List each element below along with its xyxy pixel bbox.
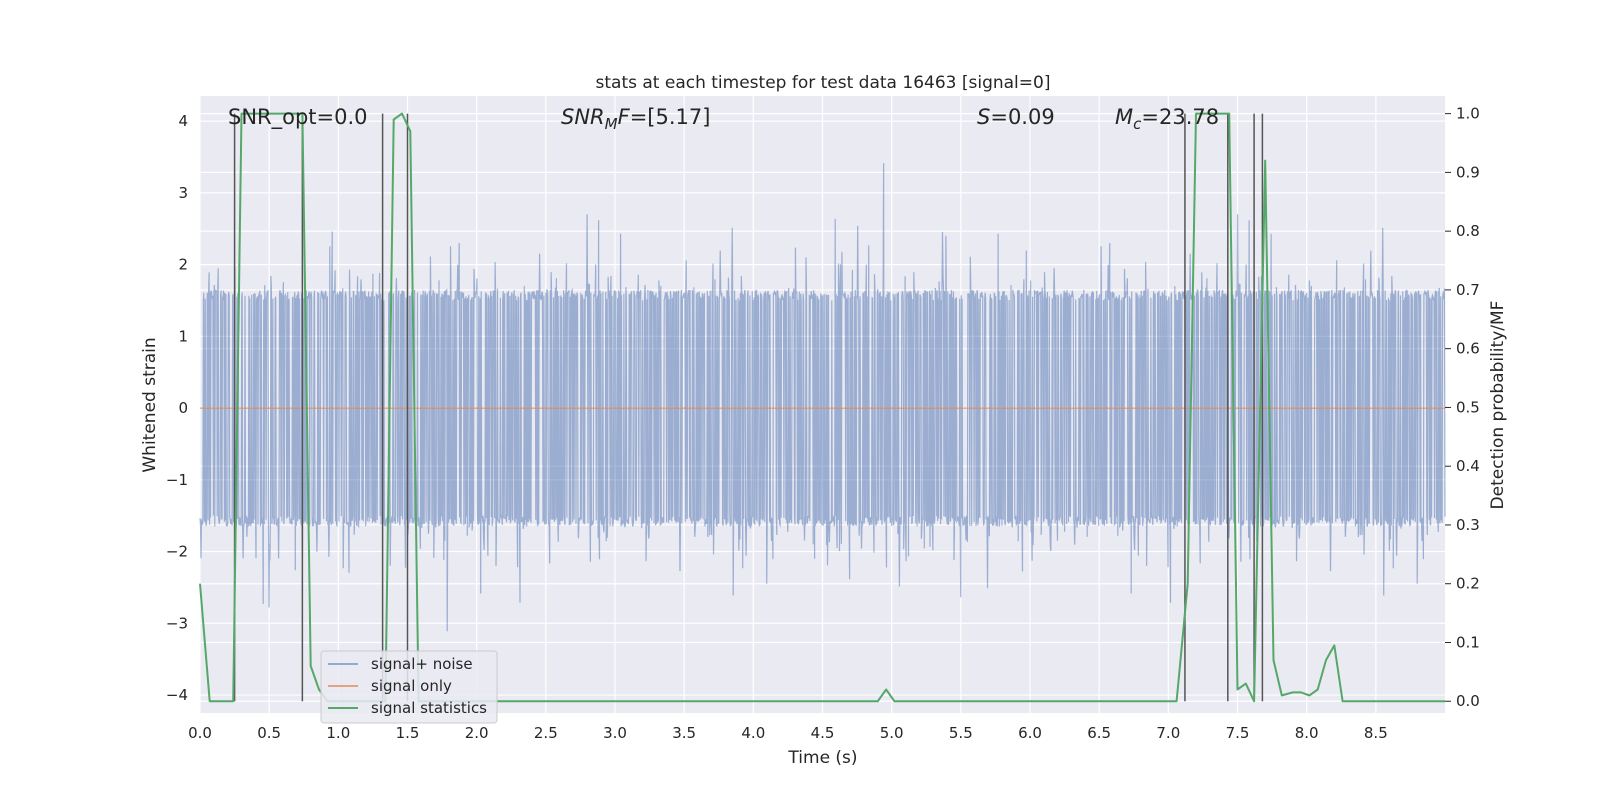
x-tick-label: 3.5 — [672, 724, 696, 742]
snr-mf-suffix: F — [618, 105, 631, 129]
y-left-tick-label: 1 — [178, 327, 188, 345]
x-tick-label: 2.5 — [534, 724, 558, 742]
x-tick-label: 5.5 — [949, 724, 973, 742]
x-tick-label: 0.5 — [257, 724, 281, 742]
x-tick-label: 1.5 — [396, 724, 420, 742]
x-tick-label: 7.5 — [1226, 724, 1250, 742]
y-right-axis-ticks: 0.0 0.1 0.2 0.3 0.4 0.5 0.6 0.7 0.8 0.9 1.0 — [1445, 105, 1480, 710]
y-right-tick-label: 0.9 — [1456, 163, 1480, 181]
snr-mf-subscript: M — [605, 115, 618, 133]
y-left-tick-label: −2 — [166, 543, 188, 561]
y-right-tick-label: 0.8 — [1456, 222, 1480, 240]
y-right-tick-label: 0.5 — [1456, 398, 1480, 416]
statistics-trace — [199, 112, 1445, 703]
x-tick-label: 6.5 — [1087, 724, 1111, 742]
annotation-s: S=0.09 — [977, 105, 1055, 129]
x-tick-label: 8.0 — [1295, 724, 1319, 742]
y-right-tick-label: 0.0 — [1456, 692, 1480, 710]
y-right-tick-label: 0.7 — [1456, 281, 1480, 299]
y-right-tick-label: 1.0 — [1456, 105, 1480, 123]
legend-label-statistics: signal statistics — [371, 699, 487, 717]
y-right-tick-label: 0.3 — [1456, 516, 1480, 534]
annotation-snr-opt: SNR_opt=0.0 — [228, 105, 368, 130]
legend: signal+ noise signal only signal statist… — [320, 650, 498, 724]
mc-subscript: c — [1133, 115, 1142, 133]
x-tick-label: 7.0 — [1156, 724, 1180, 742]
x-tick-label: 2.0 — [465, 724, 489, 742]
y-axis-left-label: Whitened strain — [140, 337, 160, 472]
y-right-tick-label: 0.2 — [1456, 575, 1480, 593]
statistics-line — [199, 112, 1445, 703]
x-tick-label: 8.5 — [1364, 724, 1388, 742]
x-tick-label: 4.5 — [811, 724, 835, 742]
x-tick-label: 4.0 — [741, 724, 765, 742]
x-tick-label: 0.0 — [188, 724, 212, 742]
chart-title: stats at each timestep for test data 164… — [596, 73, 1051, 93]
y-right-tick-label: 0.1 — [1456, 633, 1480, 651]
y-right-tick-label: 0.4 — [1456, 457, 1480, 475]
y-left-tick-label: 3 — [178, 184, 188, 202]
s-value: =0.09 — [990, 105, 1054, 129]
y-left-tick-label: −3 — [166, 614, 188, 632]
annotation-snr-mf: SNRMF=[5.17] — [561, 105, 710, 133]
x-tick-label: 5.0 — [880, 724, 904, 742]
s-symbol: S — [977, 105, 990, 129]
y-left-tick-label: 2 — [178, 256, 188, 274]
y-left-tick-label: 4 — [178, 112, 188, 130]
x-tick-label: 6.0 — [1018, 724, 1042, 742]
legend-label-noise: signal+ noise — [371, 655, 473, 673]
y-axis-right-label: Detection probability/MF — [1488, 301, 1508, 510]
x-axis-ticks: 0.0 0.5 1.0 1.5 2.0 2.5 3.0 3.5 4.0 4.5 5.0 5.5 6.0 6… — [188, 724, 1388, 742]
legend-label-signal-only: signal only — [371, 677, 452, 695]
y-left-tick-label: −4 — [166, 686, 188, 704]
y-left-tick-label: −1 — [166, 471, 188, 489]
snr-mf-prefix: SNR — [561, 105, 605, 129]
y-left-tick-label: 0 — [178, 399, 188, 417]
x-tick-label: 1.0 — [326, 724, 350, 742]
y-left-axis-ticks: −4 −3 −2 −1 0 1 2 3 4 — [166, 112, 188, 704]
x-axis-label: Time (s) — [787, 748, 857, 768]
y-right-tick-label: 0.6 — [1456, 340, 1480, 358]
snr-mf-value: =[5.17] — [630, 105, 711, 129]
legend-box — [320, 650, 498, 724]
x-tick-label: 3.0 — [603, 724, 627, 742]
mc-value: =23.78 — [1141, 105, 1219, 129]
mc-symbol: M — [1115, 105, 1133, 129]
annotation-mc: Mc=23.78 — [1115, 105, 1219, 133]
